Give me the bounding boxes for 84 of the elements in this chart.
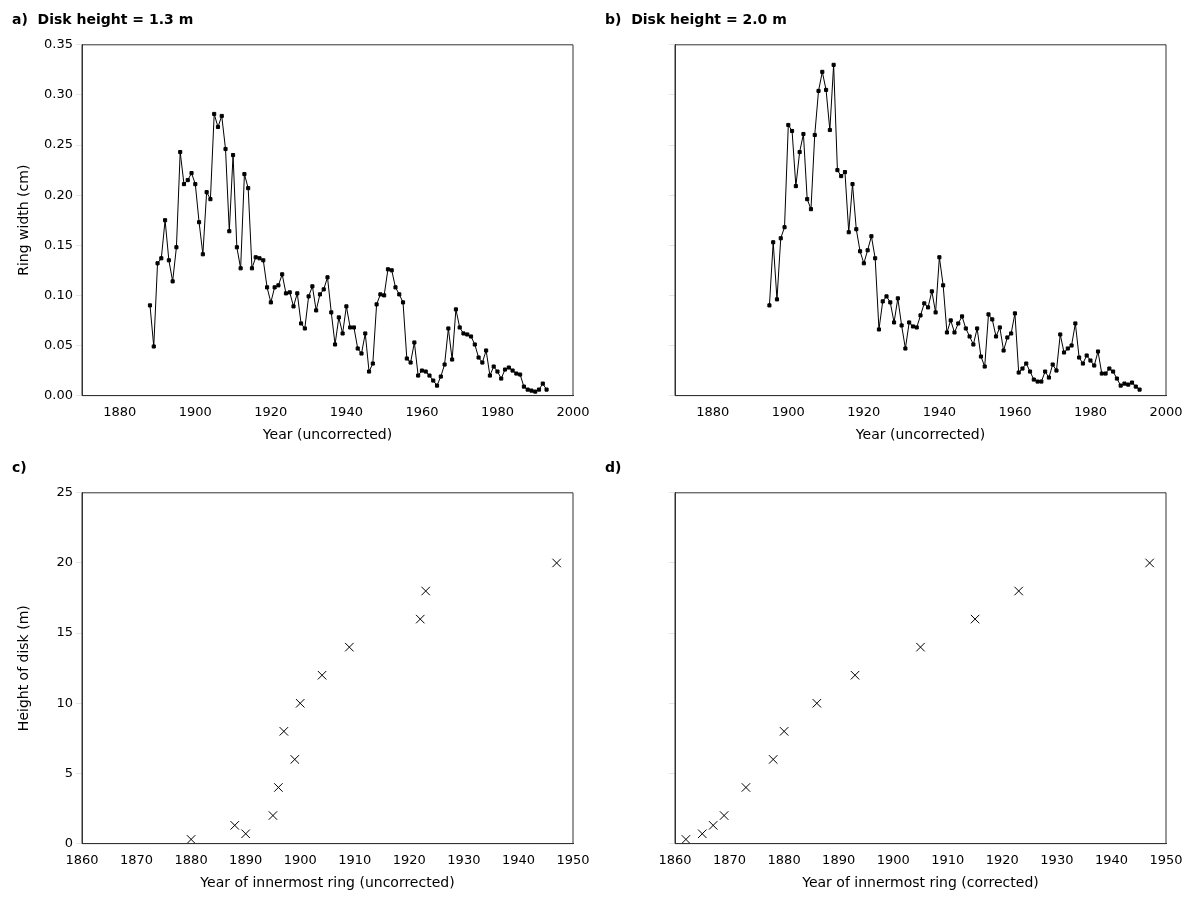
y-axis-title: Height of disk (m) xyxy=(15,605,32,732)
x-tick-label: 1900 xyxy=(178,403,212,419)
y-tick-label: 0.00 xyxy=(44,386,73,402)
y-tick-label: 10 xyxy=(56,694,73,710)
point xyxy=(719,810,729,821)
x-tick-label: 1900 xyxy=(876,851,910,867)
y-tick-label: 5 xyxy=(64,764,73,780)
x-tick-label: 1890 xyxy=(822,851,856,867)
point xyxy=(681,834,691,844)
x-tick-label: 1900 xyxy=(283,851,317,867)
x-tick-label: 1950 xyxy=(556,851,590,867)
y-tick-label: 0.20 xyxy=(44,186,73,202)
point xyxy=(741,782,751,793)
x-tick-label: 1920 xyxy=(392,851,426,867)
x-tick-label: 1910 xyxy=(338,851,372,867)
point xyxy=(551,558,562,568)
x-tick-label: 1940 xyxy=(1094,851,1128,867)
point xyxy=(970,614,980,624)
point xyxy=(295,698,305,709)
x-tick-label: 1920 xyxy=(847,403,881,419)
x-tick-label: 1940 xyxy=(922,403,956,419)
x-axis-title: Year of innermost ring (uncorrected) xyxy=(199,874,455,891)
x-tick-label: 1930 xyxy=(1040,851,1074,867)
point xyxy=(1144,558,1155,568)
x-tick-label: 1880 xyxy=(103,403,137,419)
point xyxy=(1013,586,1024,596)
x-tick-label: 1950 xyxy=(1149,851,1183,867)
x-tick-label: 2000 xyxy=(1149,403,1183,419)
x-axis-title: Year (uncorrected) xyxy=(261,426,393,443)
point xyxy=(779,726,789,737)
point xyxy=(317,670,327,680)
point xyxy=(186,834,196,844)
point xyxy=(415,614,425,624)
x-tick-label: 1860 xyxy=(658,851,692,867)
point xyxy=(230,820,240,831)
x-tick-label: 1880 xyxy=(174,851,208,867)
x-tick-label: 1920 xyxy=(985,851,1019,867)
point xyxy=(290,754,300,765)
point xyxy=(268,810,278,821)
y-tick-label: 0.25 xyxy=(44,136,73,152)
x-axis-title: Year (uncorrected) xyxy=(854,426,986,443)
chart-title: c) xyxy=(12,459,27,476)
x-tick-label: 1900 xyxy=(771,403,805,419)
y-tick-label: 0.05 xyxy=(44,336,73,352)
chart-title: a) Disk height = 1.3 m xyxy=(12,11,194,28)
x-tick-label: 1940 xyxy=(329,403,363,419)
x-tick-label: 1910 xyxy=(931,851,965,867)
chart-title: b) Disk height = 2.0 m xyxy=(605,11,787,28)
x-tick-label: 2000 xyxy=(556,403,590,419)
x-tick-label: 1870 xyxy=(120,851,154,867)
x-tick-label: 1870 xyxy=(713,851,747,867)
point xyxy=(708,820,718,831)
x-tick-label: 1930 xyxy=(447,851,481,867)
x-axis-title: Year of innermost ring (corrected) xyxy=(801,874,1039,891)
x-tick-label: 1890 xyxy=(229,851,263,867)
point xyxy=(420,586,431,596)
point xyxy=(768,754,778,765)
point xyxy=(812,698,822,709)
x-tick-label: 1860 xyxy=(65,851,99,867)
x-tick-label: 1980 xyxy=(1073,403,1108,419)
point xyxy=(915,642,926,652)
x-tick-label: 1880 xyxy=(696,403,730,419)
x-tick-label: 1920 xyxy=(254,403,288,419)
y-tick-label: 0.35 xyxy=(44,36,73,52)
y-tick-label: 0.10 xyxy=(44,286,73,302)
x-tick-label: 1880 xyxy=(767,851,801,867)
x-tick-label: 1940 xyxy=(501,851,535,867)
point xyxy=(697,829,708,839)
x-tick-label: 1960 xyxy=(998,403,1032,419)
y-tick-label: 0.30 xyxy=(44,86,73,102)
chart-title: d) xyxy=(605,459,622,476)
y-tick-label: 0.15 xyxy=(44,236,73,252)
y-tick-label: 20 xyxy=(56,554,73,570)
x-tick-label: 1960 xyxy=(405,403,439,419)
y-tick-label: 25 xyxy=(56,484,73,500)
x-tick-label: 1980 xyxy=(480,403,515,419)
y-tick-label: 0 xyxy=(64,834,73,850)
point xyxy=(240,829,251,839)
point xyxy=(344,642,355,652)
y-axis-title: Ring width (cm) xyxy=(15,164,32,276)
point xyxy=(850,670,860,680)
y-tick-label: 15 xyxy=(56,624,73,640)
point xyxy=(279,726,289,737)
point xyxy=(273,782,284,793)
